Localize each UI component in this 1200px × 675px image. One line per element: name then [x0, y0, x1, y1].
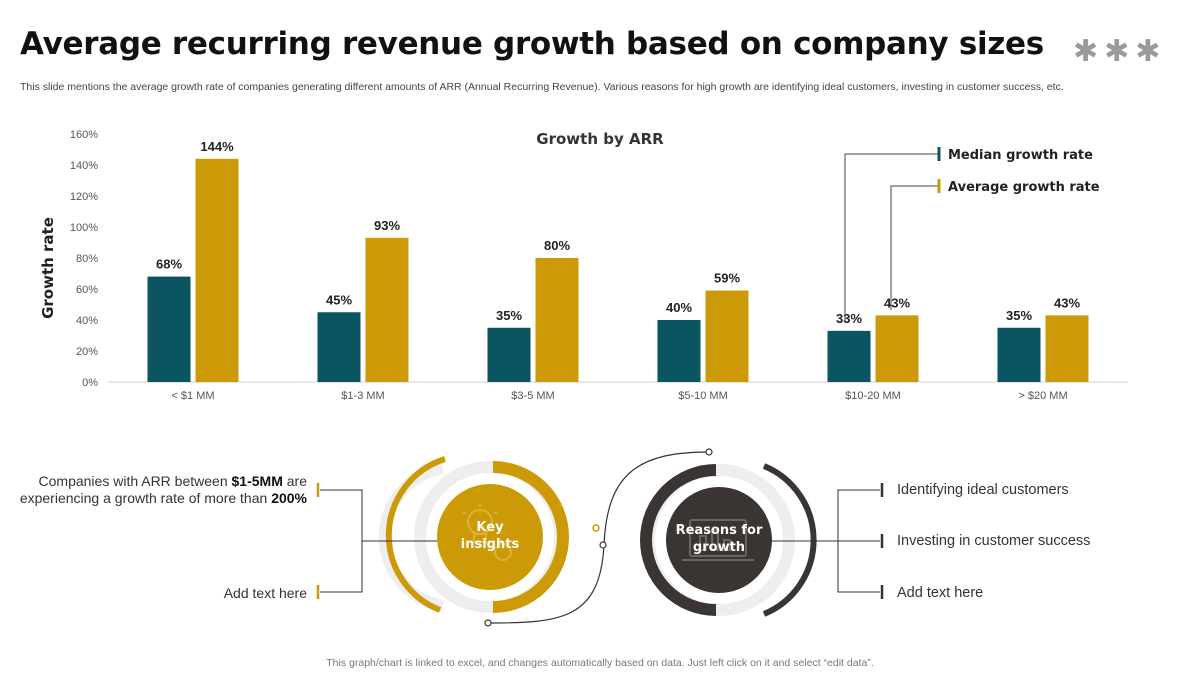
connector-end-dot — [484, 619, 492, 627]
bar-average[interactable] — [1045, 315, 1089, 382]
data-label: 45% — [326, 292, 352, 307]
bar-median[interactable] — [487, 327, 531, 382]
laptop-chart-icon — [682, 519, 754, 561]
reasons-outer-arc — [762, 463, 817, 617]
data-label: 59% — [714, 271, 740, 286]
insight-text-1a: Companies with ARR between $1-5MM are — [38, 473, 307, 489]
data-label: 80% — [544, 238, 570, 253]
reasons-for-growth-label: Reasons for growth — [675, 523, 763, 555]
x-tick-label: $3-5 MM — [511, 390, 554, 402]
y-tick-label: 140% — [70, 160, 98, 172]
connector-dot — [592, 524, 600, 532]
insight-text-2: Add text here — [223, 585, 307, 601]
insights-circle[interactable] — [437, 484, 543, 590]
reason-item-2: Investing in customer success — [897, 533, 1091, 549]
page-title: Average recurring revenue growth based o… — [20, 26, 1044, 62]
bar-median[interactable] — [657, 320, 701, 382]
bar-median[interactable] — [147, 276, 191, 382]
y-tick-label: 20% — [76, 346, 98, 358]
chart-title: Growth by ARR — [536, 130, 664, 148]
reasons-ring-arc-left — [640, 464, 717, 616]
x-tick-label: > $20 MM — [1018, 390, 1067, 402]
insights-outer-arc — [385, 456, 446, 613]
legend-average-label: Average growth rate — [948, 180, 1100, 195]
y-tick-label: 60% — [76, 284, 98, 296]
y-tick-label: 40% — [76, 315, 98, 327]
y-tick-label: 120% — [70, 191, 98, 203]
y-tick-label: 100% — [70, 222, 98, 234]
bar-average[interactable] — [195, 158, 239, 382]
bar-average[interactable] — [705, 290, 749, 382]
data-label: 93% — [374, 218, 400, 233]
data-label: 144% — [200, 139, 234, 154]
data-label: 43% — [884, 295, 910, 310]
reason-item-1: Identifying ideal customers — [897, 482, 1069, 498]
decorative-asterisks: ✱✱✱ — [1073, 34, 1167, 69]
y-tick-label: 80% — [76, 253, 98, 265]
legend-average-connector — [890, 185, 938, 310]
bar-average[interactable] — [875, 315, 919, 382]
y-tick-label: 0% — [82, 377, 98, 389]
y-tick-label: 160% — [70, 129, 98, 141]
data-label: 68% — [156, 257, 182, 272]
legend-median-connector — [844, 153, 938, 322]
bar-median[interactable] — [997, 327, 1041, 382]
y-axis-label: Growth rate — [39, 217, 57, 319]
connector-dot — [599, 541, 607, 549]
legend-median-label: Median growth rate — [948, 148, 1093, 163]
insights-bracket — [320, 489, 363, 593]
data-label: 43% — [1054, 295, 1080, 310]
lightbulb-gear-icon — [462, 503, 512, 561]
data-label: 35% — [1006, 308, 1032, 323]
x-tick-label: $5-10 MM — [678, 390, 728, 402]
connector-end-dot — [705, 448, 713, 456]
x-tick-label: $1-3 MM — [341, 390, 384, 402]
slide-description: This slide mentions the average growth r… — [20, 81, 1064, 93]
bar-median[interactable] — [827, 330, 871, 382]
data-label: 40% — [666, 300, 692, 315]
footer-note: This graph/chart is linked to excel, and… — [326, 657, 874, 669]
data-label: 33% — [836, 311, 862, 326]
data-label: 35% — [496, 308, 522, 323]
insight-text-1b: experiencing a growth rate of more than … — [19, 490, 307, 506]
x-tick-label: $10-20 MM — [845, 390, 901, 402]
bar-median[interactable] — [317, 312, 361, 382]
reason-item-3: Add text here — [897, 585, 984, 601]
bar-average[interactable] — [535, 258, 579, 382]
x-tick-label: < $1 MM — [171, 390, 214, 402]
bar-average[interactable] — [365, 237, 409, 382]
insights-ring-arc-right — [492, 461, 569, 613]
key-insights-label: Key insights — [460, 520, 520, 552]
